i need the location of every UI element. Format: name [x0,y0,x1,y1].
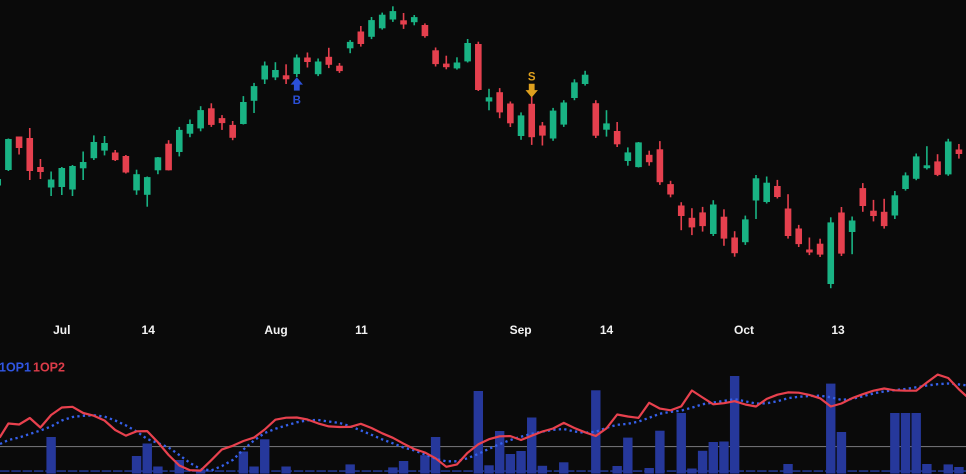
svg-text:14: 14 [600,323,614,337]
svg-text:1OP1: 1OP1 [0,361,31,375]
svg-text:S: S [528,72,536,84]
svg-text:11: 11 [355,323,368,337]
svg-text:13: 13 [831,323,845,337]
svg-text:1OP2: 1OP2 [33,361,65,375]
svg-text:B: B [293,95,301,107]
svg-text:Jul: Jul [53,323,70,337]
svg-text:Oct: Oct [734,323,754,337]
svg-text:14: 14 [142,323,156,337]
svg-text:Aug: Aug [264,323,287,337]
svg-text:Sep: Sep [510,323,532,337]
